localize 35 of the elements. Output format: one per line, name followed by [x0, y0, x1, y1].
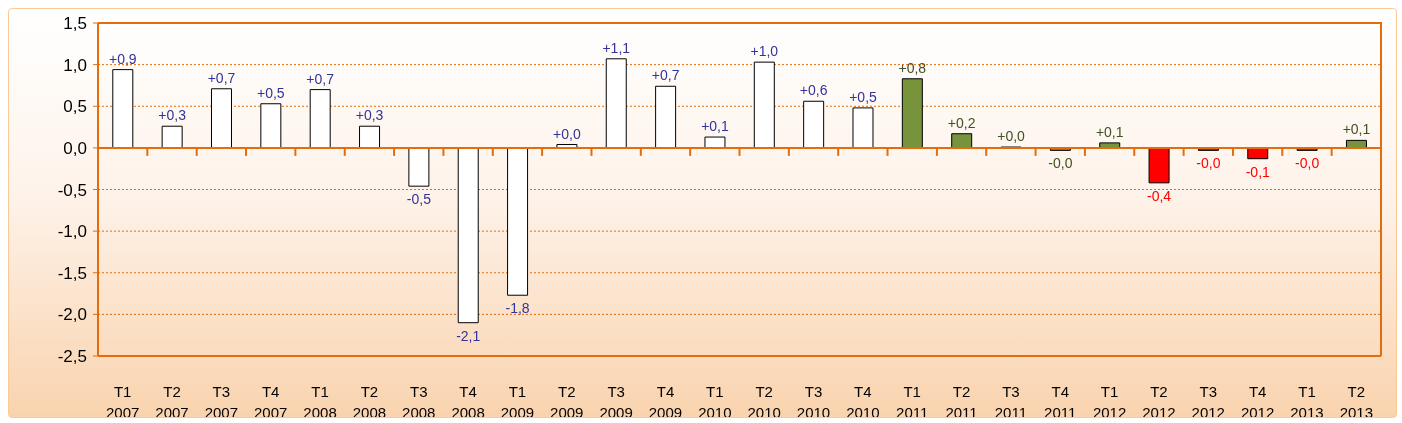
- data-label: -0,4: [1147, 187, 1172, 204]
- data-label: +0,0: [997, 128, 1026, 145]
- data-label: -0,0: [1048, 155, 1073, 172]
- y-tick-label: 1,5: [63, 14, 87, 34]
- y-tick-label: 0,5: [63, 97, 87, 117]
- data-label: +0,2: [947, 114, 976, 131]
- data-label: +0,5: [849, 88, 878, 105]
- data-label: +0,1: [701, 118, 729, 135]
- y-tick-label: 1,0: [63, 55, 87, 75]
- data-label: -0,0: [1196, 155, 1221, 172]
- data-label: +0,9: [108, 50, 137, 67]
- data-label: +0,1: [1342, 121, 1371, 138]
- data-label: +0,7: [306, 70, 335, 87]
- data-label: +0,6: [799, 82, 828, 99]
- data-label: +1,1: [602, 39, 631, 56]
- data-label: +0,0: [553, 125, 581, 142]
- data-label: -1,8: [505, 300, 530, 317]
- data-label: +0,5: [257, 84, 285, 101]
- y-tick-label: -1,0: [57, 222, 87, 242]
- y-tick-label: -1,5: [57, 263, 87, 283]
- data-label: +0,3: [355, 107, 384, 124]
- data-label: +0,8: [898, 59, 927, 76]
- data-label: +0,7: [651, 67, 680, 84]
- data-label: +0,3: [158, 107, 187, 124]
- data-label: -2,1: [456, 327, 481, 344]
- data-label: +1,0: [750, 43, 779, 60]
- y-tick-label: -0,5: [57, 180, 87, 200]
- data-label: -0,0: [1295, 155, 1320, 172]
- data-label: +0,7: [207, 69, 236, 86]
- data-label: +0,1: [1095, 123, 1124, 140]
- y-tick-label: -2,0: [57, 305, 87, 325]
- y-tick-label: 0,0: [63, 138, 87, 158]
- data-label: -0,1: [1245, 163, 1271, 180]
- y-tick-label: -2,5: [57, 347, 87, 367]
- data-label: -0,5: [406, 191, 432, 208]
